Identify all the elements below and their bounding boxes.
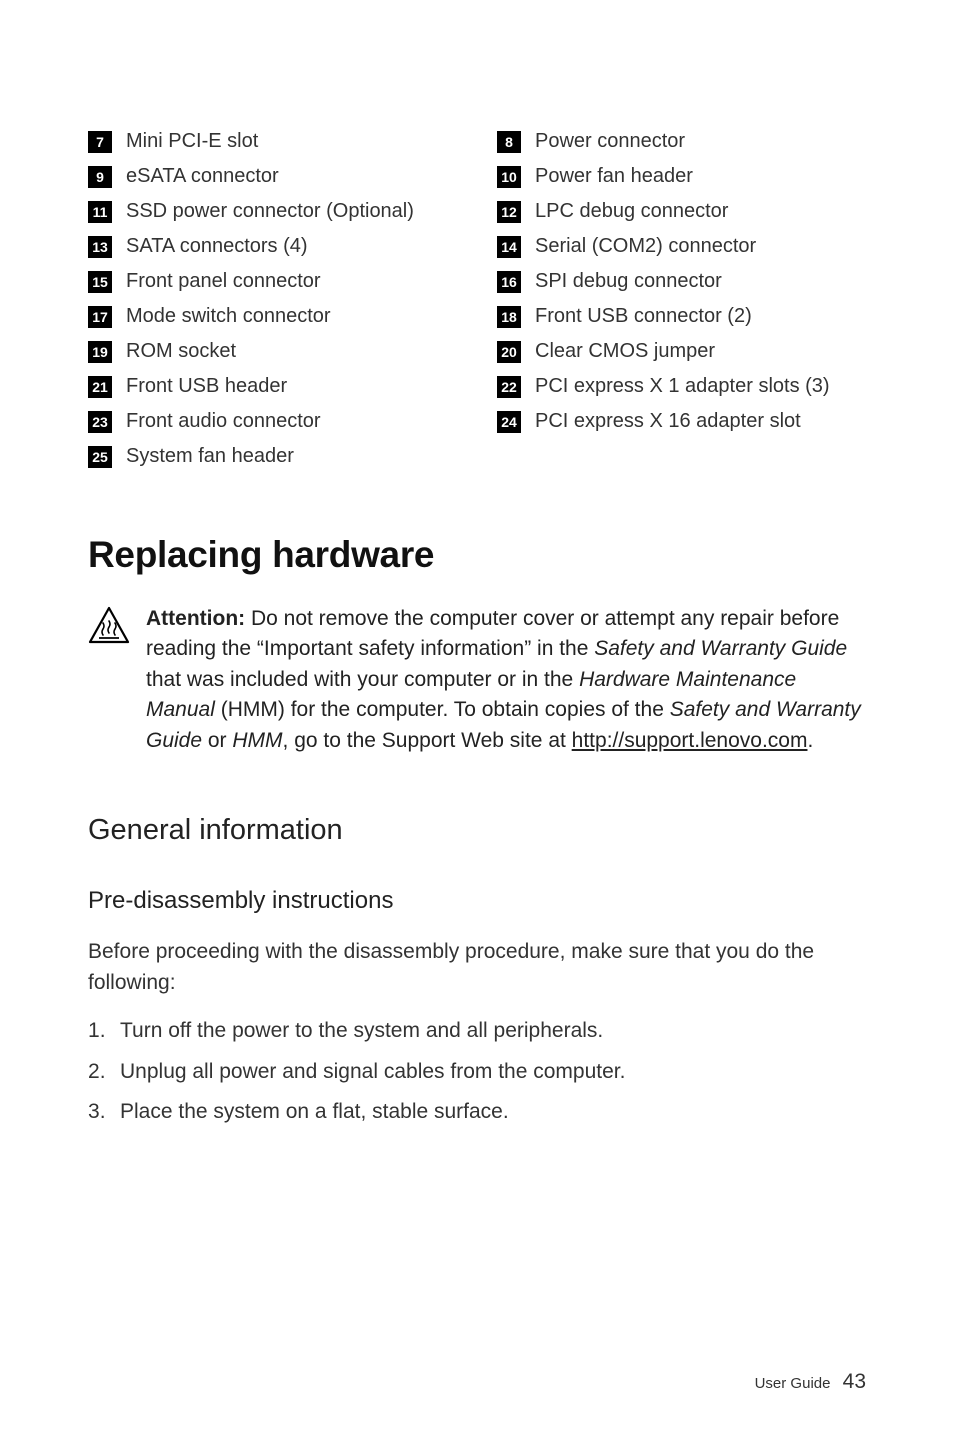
connector-row: 16 SPI debug connector <box>497 270 866 293</box>
connector-label: Clear CMOS jumper <box>535 340 715 363</box>
connector-label: Front USB connector (2) <box>535 305 752 328</box>
heading-pre-disassembly: Pre-disassembly instructions <box>88 887 866 915</box>
connector-label: Mode switch connector <box>126 305 331 328</box>
steps-list: Turn off the power to the system and all… <box>88 1016 866 1127</box>
numbox: 11 <box>88 201 112 223</box>
connector-col-left: 7 Mini PCI-E slot 9 eSATA connector 11 SSD … <box>88 130 457 480</box>
connector-row: 24 PCI express X 16 adapter slot <box>497 410 866 433</box>
connector-label: SATA connectors (4) <box>126 235 308 258</box>
numbox: 22 <box>497 376 521 398</box>
connector-row: 17 Mode switch connector <box>88 305 457 328</box>
connector-row: 22 PCI express X 1 adapter slots (3) <box>497 375 866 398</box>
connector-row: 11 SSD power connector (Optional) <box>88 200 457 223</box>
connector-table: 7 Mini PCI-E slot 9 eSATA connector 11 SSD … <box>88 130 866 480</box>
connector-row: 15 Front panel connector <box>88 270 457 293</box>
attention-i1: Safety and Warranty Guide <box>594 637 847 660</box>
attention-t5: , go to the Support Web site at <box>283 729 572 752</box>
connector-label: Mini PCI-E slot <box>126 130 258 153</box>
connector-row: 18 Front USB connector (2) <box>497 305 866 328</box>
connector-row: 9 eSATA connector <box>88 165 457 188</box>
numbox: 14 <box>497 236 521 258</box>
document-page: 7 Mini PCI-E slot 9 eSATA connector 11 SSD … <box>0 0 954 1452</box>
connector-label: Front audio connector <box>126 410 321 433</box>
numbox: 24 <box>497 411 521 433</box>
connector-label: SPI debug connector <box>535 270 722 293</box>
step-item: Unplug all power and signal cables from … <box>88 1057 866 1087</box>
connector-label: Front panel connector <box>126 270 321 293</box>
page-footer: User Guide 43 <box>755 1370 866 1394</box>
numbox: 9 <box>88 166 112 188</box>
connector-col-right: 8 Power connector 10 Power fan header 12 LP… <box>497 130 866 480</box>
attention-text: Attention: Do not remove the computer co… <box>146 604 866 756</box>
connector-row: 23 Front audio connector <box>88 410 457 433</box>
connector-label: LPC debug connector <box>535 200 728 223</box>
connector-row: 8 Power connector <box>497 130 866 153</box>
connector-row: 14 Serial (COM2) connector <box>497 235 866 258</box>
connector-row: 20 Clear CMOS jumper <box>497 340 866 363</box>
attention-t6: . <box>807 729 813 752</box>
connector-label: Serial (COM2) connector <box>535 235 756 258</box>
attention-t3: (HMM) for the computer. To obtain copies… <box>215 698 670 721</box>
numbox: 15 <box>88 271 112 293</box>
attention-i4: HMM <box>232 729 282 752</box>
support-link[interactable]: http://support.lenovo.com <box>572 729 808 752</box>
numbox: 25 <box>88 446 112 468</box>
connector-label: System fan header <box>126 445 294 468</box>
attention-lead: Attention: <box>146 607 245 630</box>
heading-general-information: General information <box>88 814 866 847</box>
numbox: 17 <box>88 306 112 328</box>
heading-replacing-hardware: Replacing hardware <box>88 534 866 576</box>
attention-block: Attention: Do not remove the computer co… <box>88 604 866 756</box>
connector-label: PCI express X 1 adapter slots (3) <box>535 375 830 398</box>
numbox: 7 <box>88 131 112 153</box>
connector-row: 21 Front USB header <box>88 375 457 398</box>
connector-label: Power fan header <box>535 165 693 188</box>
connector-row: 12 LPC debug connector <box>497 200 866 223</box>
connector-row: 25 System fan header <box>88 445 457 468</box>
numbox: 8 <box>497 131 521 153</box>
numbox: 21 <box>88 376 112 398</box>
connector-label: PCI express X 16 adapter slot <box>535 410 801 433</box>
numbox: 19 <box>88 341 112 363</box>
attention-t4: or <box>202 729 232 752</box>
attention-t2: that was included with your computer or … <box>146 668 579 691</box>
numbox: 18 <box>497 306 521 328</box>
page-number: 43 <box>843 1370 866 1393</box>
connector-label: SSD power connector (Optional) <box>126 200 414 223</box>
connector-label: Front USB header <box>126 375 287 398</box>
step-item: Turn off the power to the system and all… <box>88 1016 866 1046</box>
connector-row: 13 SATA connectors (4) <box>88 235 457 258</box>
numbox: 13 <box>88 236 112 258</box>
numbox: 23 <box>88 411 112 433</box>
connector-row: 7 Mini PCI-E slot <box>88 130 457 153</box>
numbox: 12 <box>497 201 521 223</box>
intro-paragraph: Before proceeding with the disassembly p… <box>88 937 866 998</box>
connector-row: 19 ROM socket <box>88 340 457 363</box>
numbox: 20 <box>497 341 521 363</box>
connector-label: Power connector <box>535 130 685 153</box>
numbox: 16 <box>497 271 521 293</box>
connector-row: 10 Power fan header <box>497 165 866 188</box>
footer-label: User Guide <box>755 1375 831 1392</box>
numbox: 10 <box>497 166 521 188</box>
step-item: Place the system on a flat, stable surfa… <box>88 1097 866 1127</box>
caution-hot-icon <box>88 606 130 756</box>
connector-label: eSATA connector <box>126 165 279 188</box>
connector-label: ROM socket <box>126 340 236 363</box>
